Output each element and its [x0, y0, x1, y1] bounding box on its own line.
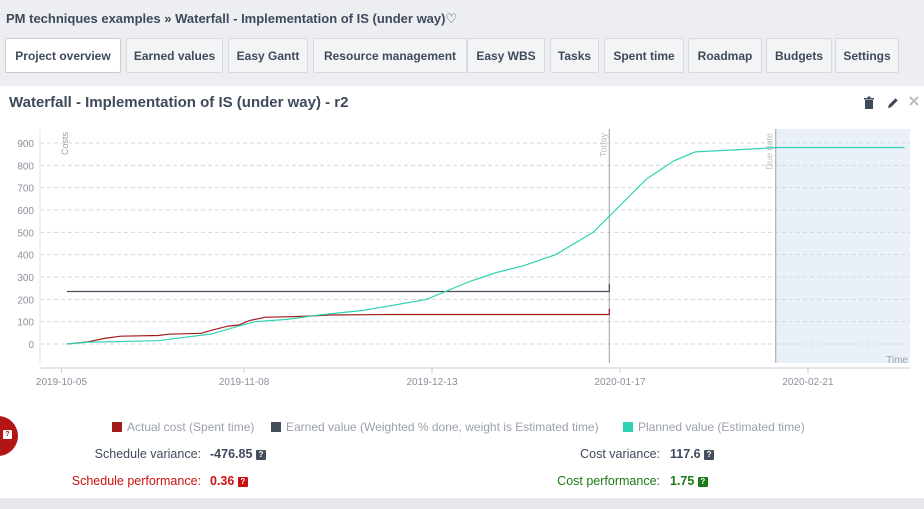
cost-variance-number: 117.6 [670, 447, 701, 461]
y-axis-ticks: 0 100 200 300 400 500 600 700 800 900 [17, 139, 34, 351]
tab-spent-time[interactable]: Spent time [604, 38, 684, 73]
y-axis-label: Costs [60, 132, 70, 156]
breadcrumb: PM techniques examples » Waterfall - Imp… [6, 11, 457, 27]
tab-tasks[interactable]: Tasks [550, 38, 599, 73]
y-tick-label: 300 [17, 273, 34, 284]
legend-swatch-planned [623, 422, 633, 432]
x-tick-label: 2020-02-21 [782, 377, 834, 388]
legend-label-earned: Earned value (Weighted % done, weight is… [286, 420, 599, 434]
legend-swatch-actual [112, 422, 122, 432]
x-tick-label: 2019-12-13 [406, 377, 458, 388]
tab-easy-gantt[interactable]: Easy Gantt [228, 38, 308, 73]
help-icon: ? [3, 430, 12, 439]
breadcrumb-project-link[interactable]: PM techniques examples [6, 11, 161, 26]
x-tick-label: 2019-11-08 [219, 377, 270, 388]
tab-roadmap[interactable]: Roadmap [688, 38, 762, 73]
y-tick-label: 0 [28, 340, 34, 351]
tab-easy-wbs[interactable]: Easy WBS [467, 38, 545, 73]
chart-panel: Waterfall - Implementation of IS (under … [0, 86, 924, 498]
y-tick-label: 600 [17, 206, 34, 217]
y-tick-label: 400 [17, 251, 34, 262]
pencil-icon[interactable] [886, 96, 900, 110]
date-markers: Today Due date [598, 129, 777, 363]
legend-label-planned: Planned value (Estimated time) [638, 420, 805, 434]
x-axis-ticks: 2019-10-05 2019-11-08 2019-12-13 2020-01-17… [36, 368, 834, 388]
y-tick-label: 500 [17, 228, 34, 239]
y-tick-label: 100 [17, 318, 34, 329]
tab-settings[interactable]: Settings [835, 38, 899, 73]
schedule-variance-value: -476.85 ? [210, 447, 266, 461]
x-tick-label: 2020-01-17 [594, 377, 646, 388]
marker-label: Today [598, 133, 608, 158]
schedule-variance-help-icon[interactable]: ? [255, 450, 266, 460]
earned-value-line [66, 283, 610, 293]
y-tick-label: 200 [17, 295, 34, 306]
legend-actual-cost[interactable]: Actual cost (Spent time) [112, 420, 254, 434]
tab-project-overview[interactable]: Project overview [5, 38, 121, 73]
trash-icon[interactable] [862, 96, 876, 110]
tab-resource-management[interactable]: Resource management [313, 38, 467, 73]
breadcrumb-separator: » [160, 11, 176, 26]
breadcrumb-page: Waterfall - Implementation of IS (under … [175, 11, 446, 26]
schedule-performance-number: 0.36 [210, 474, 235, 488]
x-tick-label: 2019-10-05 [36, 377, 88, 388]
cost-variance-help-icon[interactable]: ? [704, 450, 715, 460]
planned-value-line [66, 146, 905, 345]
close-icon[interactable] [907, 94, 921, 108]
schedule-performance-label: Schedule performance: [71, 474, 201, 488]
cost-performance-help-icon[interactable]: ? [697, 477, 708, 487]
grid-lines [39, 129, 910, 369]
x-axis-label: Time [886, 355, 908, 366]
legend-swatch-earned [271, 422, 281, 432]
y-tick-label: 700 [17, 184, 34, 195]
panel-title: Waterfall - Implementation of IS (under … [9, 94, 349, 111]
legend-earned-value[interactable]: Earned value (Weighted % done, weight is… [271, 420, 599, 434]
tab-budgets[interactable]: Budgets [766, 38, 832, 73]
favorite-heart-icon[interactable]: ♡ [445, 11, 458, 26]
actual-cost-line [66, 308, 610, 345]
y-tick-label: 800 [17, 161, 34, 172]
future-period-band [775, 129, 910, 363]
marker-label: Due date [765, 133, 775, 170]
cost-performance-value: 1.75 ? [670, 474, 708, 488]
cost-performance-label: Cost performance: [557, 474, 660, 488]
schedule-performance-value: 0.36 ? [210, 474, 248, 488]
cost-performance-number: 1.75 [670, 474, 695, 488]
bottom-bar [0, 498, 924, 509]
legend-label-actual: Actual cost (Spent time) [127, 420, 255, 434]
series-lines [66, 146, 905, 345]
schedule-performance-help-icon[interactable]: ? [237, 477, 248, 487]
legend-planned-value[interactable]: Planned value (Estimated time) [623, 420, 805, 434]
y-tick-label: 900 [17, 139, 34, 150]
schedule-variance-label: Schedule variance: [94, 447, 201, 461]
cost-variance-label: Cost variance: [580, 447, 660, 461]
schedule-variance-number: -476.85 [210, 447, 253, 461]
tab-earned-values[interactable]: Earned values [126, 38, 223, 73]
feedback-badge[interactable]: ? [0, 416, 18, 456]
cost-variance-value: 117.6 ? [670, 447, 715, 461]
